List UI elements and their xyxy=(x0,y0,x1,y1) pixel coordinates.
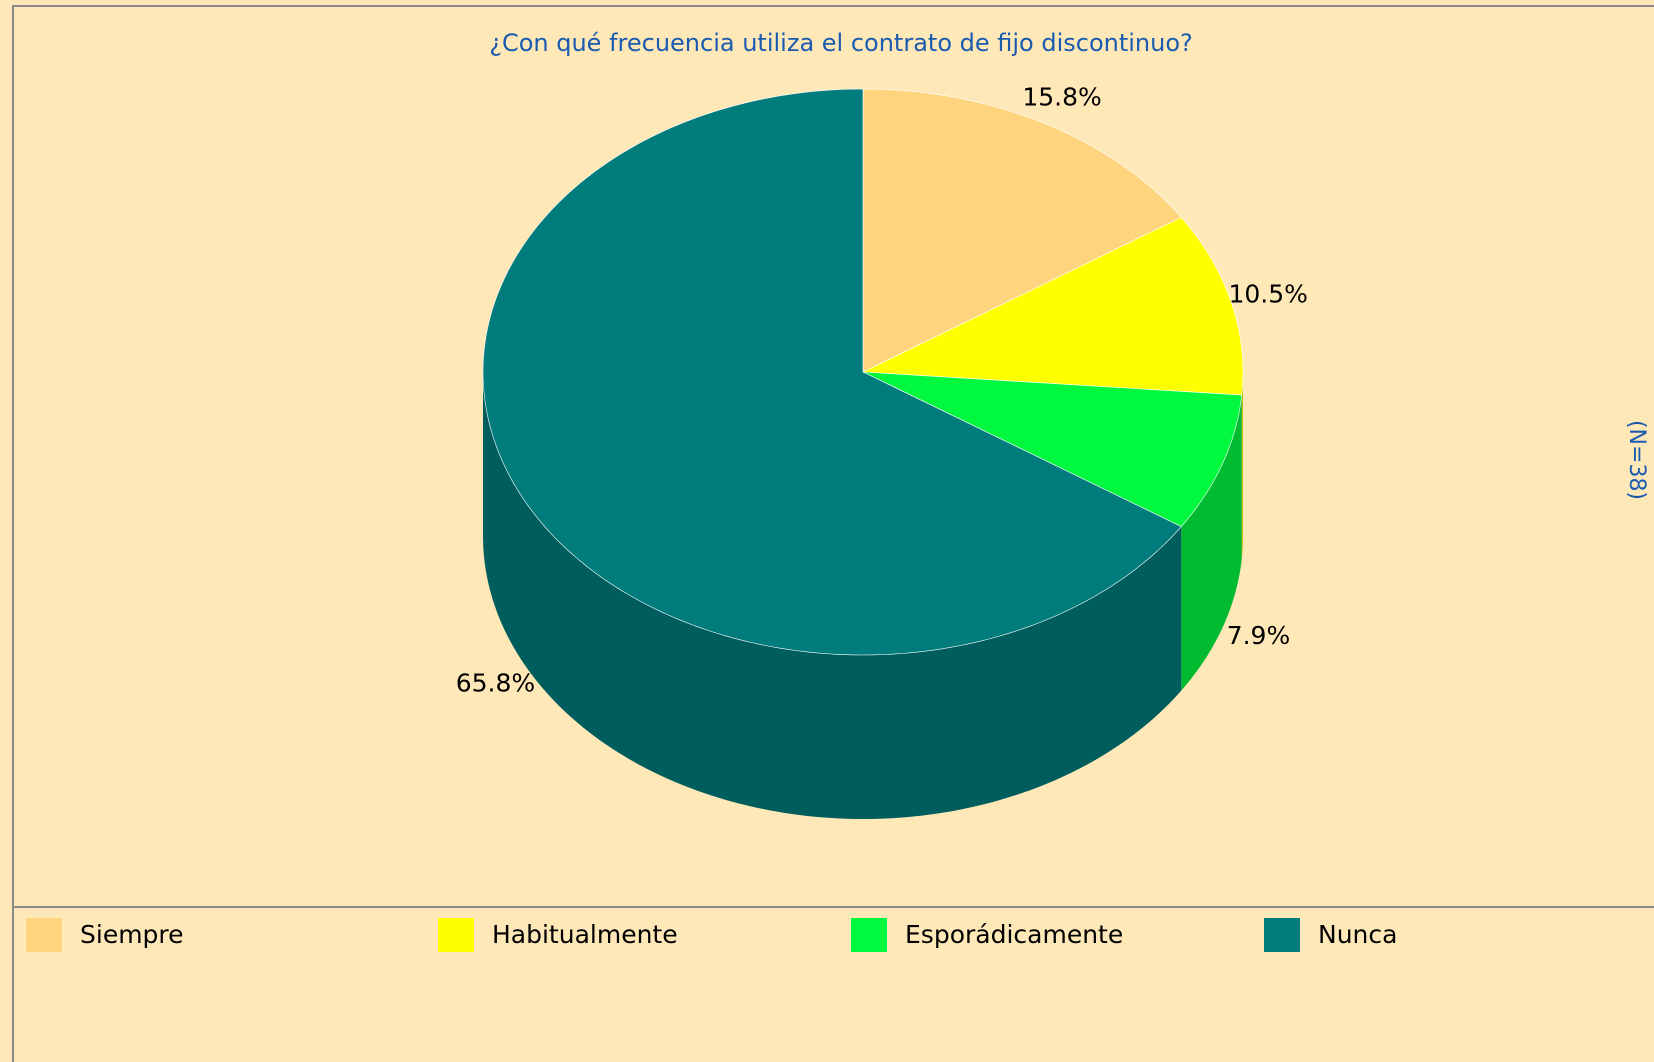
legend-swatch xyxy=(438,918,474,952)
chart-title: ¿Con qué frecuencia utiliza el contrato … xyxy=(489,29,1193,57)
data-label: 10.5% xyxy=(1228,280,1307,309)
legend-label: Habitualmente xyxy=(492,920,678,949)
pie-side xyxy=(483,372,1182,819)
data-label: 15.8% xyxy=(1022,82,1101,111)
pie-side xyxy=(1241,372,1243,560)
pie-slice xyxy=(862,88,1182,373)
legend-swatch xyxy=(1264,918,1300,952)
data-label: 7.9% xyxy=(1227,621,1291,650)
pie-slice xyxy=(862,371,1243,528)
legend-label: Nunca xyxy=(1318,920,1397,949)
legend-label: Esporádicamente xyxy=(905,920,1123,949)
pie-slice xyxy=(861,216,1244,396)
data-label: 65.8% xyxy=(456,668,535,697)
pie-side xyxy=(1181,395,1242,691)
legend-label: Siempre xyxy=(80,920,184,949)
legend-swatch xyxy=(851,918,887,952)
pie-slice xyxy=(482,88,1182,656)
side-note: (N=38) xyxy=(1624,420,1649,500)
legend-swatch xyxy=(26,918,62,952)
